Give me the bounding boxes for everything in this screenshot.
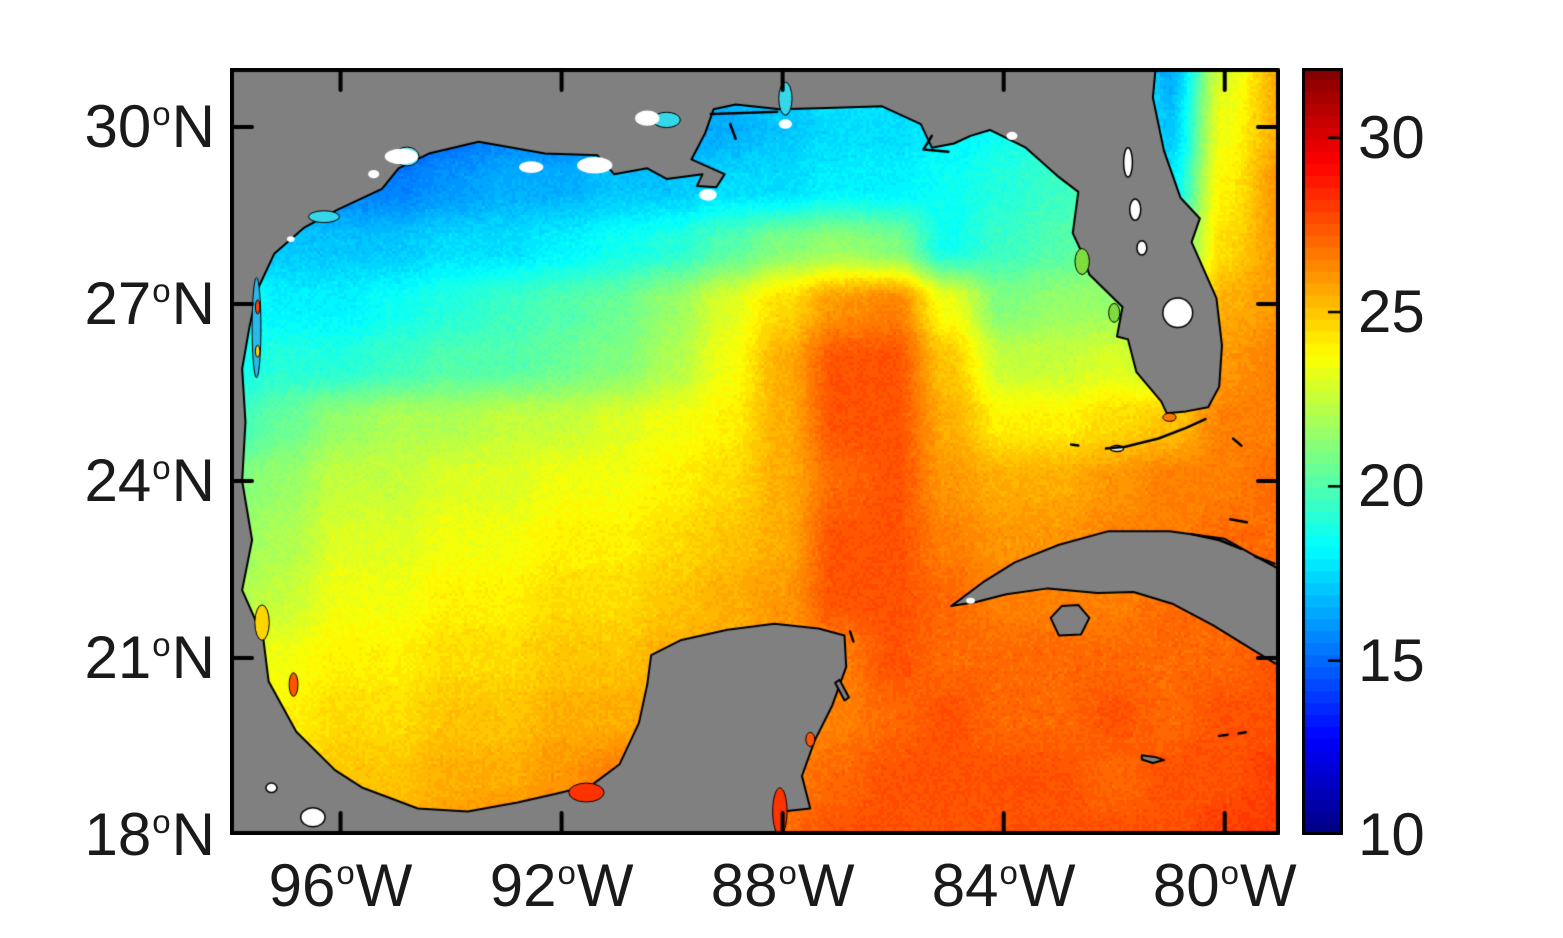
degree-symbol: o (152, 271, 171, 309)
x-tick-label-84w: 84oW (931, 852, 1076, 920)
degree-symbol: o (1220, 853, 1239, 891)
colorbar-label-15: 15 (1358, 626, 1425, 694)
x-tick-label-80w: 80oW (1152, 852, 1297, 920)
degree-symbol: o (152, 625, 171, 663)
degree-symbol: o (557, 853, 576, 891)
degree-symbol: o (152, 802, 171, 840)
colorbar-label-20: 20 (1358, 452, 1425, 520)
degree-symbol: o (152, 448, 171, 486)
y-tick-label-24n: 24oN (84, 447, 215, 515)
y-tick-label-27n: 27oN (84, 270, 215, 338)
colorbar-label-10: 10 (1358, 801, 1425, 868)
y-tick-label-21n: 21oN (84, 624, 215, 692)
degree-symbol: o (152, 94, 171, 132)
x-tick-label-92w: 92oW (489, 852, 634, 920)
colorbar-label-25: 25 (1358, 278, 1425, 346)
degree-symbol: o (999, 853, 1018, 891)
degree-symbol: o (336, 853, 355, 891)
y-tick-label-30n: 30oN (84, 93, 215, 161)
degree-symbol: o (778, 853, 797, 891)
sst-map-heatmap (230, 68, 1280, 835)
x-tick-label-88w: 88oW (710, 852, 855, 920)
x-tick-label-96w: 96oW (268, 852, 413, 920)
y-tick-label-18n: 18oN (84, 801, 215, 869)
colorbar (1302, 68, 1343, 835)
colorbar-label-30: 30 (1358, 103, 1425, 171)
